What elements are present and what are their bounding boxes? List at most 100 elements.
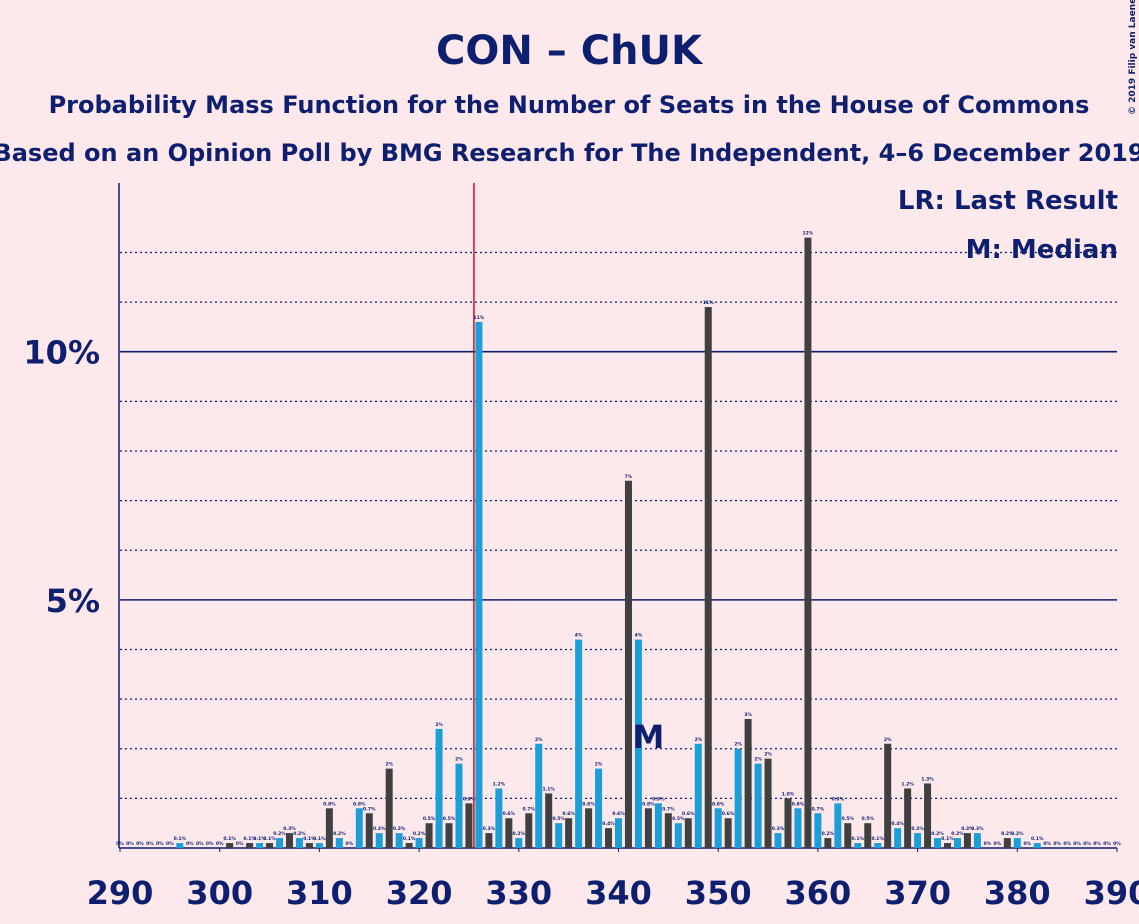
value-label: 0% (206, 841, 214, 847)
value-label: 0.2% (951, 831, 964, 837)
value-label: 0.2% (931, 831, 944, 837)
bar (664, 813, 672, 848)
bar (764, 758, 772, 848)
bar (246, 843, 254, 848)
bar (914, 833, 922, 848)
bar (425, 823, 433, 848)
value-label: 0.1% (852, 836, 865, 842)
bar (644, 808, 652, 848)
value-label: 7% (625, 474, 633, 480)
x-tick-label: 310 (286, 874, 353, 912)
value-label: 0.7% (523, 806, 536, 812)
bar (455, 763, 463, 848)
value-label: 0.2% (293, 831, 306, 837)
x-tick-label: 290 (87, 874, 154, 912)
x-tick-label: 330 (485, 874, 552, 912)
value-label: 0.3% (961, 826, 974, 832)
value-label: 0.6% (612, 811, 625, 817)
value-label: 0% (1063, 841, 1071, 847)
value-label: 11% (474, 315, 485, 321)
bar (575, 639, 583, 848)
value-label: 2% (385, 762, 393, 768)
value-label: 0.6% (722, 811, 735, 817)
bar (375, 833, 383, 848)
bar (226, 843, 234, 848)
bar (944, 843, 952, 848)
value-label: 2% (595, 762, 603, 768)
bar (674, 823, 682, 848)
value-label: 0% (1023, 841, 1031, 847)
bar (465, 803, 473, 848)
value-label: 0.5% (423, 816, 436, 822)
value-label: 2% (764, 752, 772, 758)
value-label: 0.8% (712, 801, 725, 807)
value-label: 0% (166, 841, 174, 847)
value-label: 0.2% (513, 831, 526, 837)
value-label: 0.1% (243, 836, 256, 842)
value-label: 1.2% (493, 781, 506, 787)
value-label: 0% (116, 841, 124, 847)
value-label: 0.8% (323, 801, 336, 807)
bar (355, 808, 363, 848)
value-label: 0.3% (373, 826, 386, 832)
value-label: 0% (196, 841, 204, 847)
bar (774, 833, 782, 848)
legend-median: M: Median (966, 235, 1118, 265)
value-label: 0.3% (283, 826, 296, 832)
x-tick-label: 360 (785, 874, 852, 912)
value-label: 0% (1083, 841, 1091, 847)
value-label: 0% (345, 841, 353, 847)
bar (555, 823, 563, 848)
bar (1013, 838, 1021, 848)
value-label: 0% (1093, 841, 1101, 847)
bar (276, 838, 284, 848)
bar (1003, 838, 1011, 848)
value-label: 0.8% (642, 801, 655, 807)
bar (854, 843, 862, 848)
value-label: 0.3% (393, 826, 406, 832)
bar (395, 833, 403, 848)
value-label: 0.7% (662, 806, 675, 812)
bar (874, 843, 882, 848)
value-label: 0.4% (602, 821, 615, 827)
value-label: 0.3% (483, 826, 496, 832)
value-label: 0% (984, 841, 992, 847)
value-label: 0.1% (941, 836, 954, 842)
x-tick-label: 340 (585, 874, 652, 912)
value-label: 0% (156, 841, 164, 847)
bar (495, 788, 503, 848)
value-label: 0.6% (682, 811, 695, 817)
bar (624, 480, 632, 848)
value-label: 0.1% (303, 836, 316, 842)
bar (485, 833, 493, 848)
value-label: 0.2% (413, 831, 426, 837)
value-label: 2% (884, 737, 892, 743)
value-label: 0.3% (772, 826, 785, 832)
value-label: 0% (994, 841, 1002, 847)
value-label: 0.1% (313, 836, 326, 842)
value-label: 0% (1113, 841, 1121, 847)
value-label: 0.5% (842, 816, 855, 822)
bar (1033, 843, 1041, 848)
bar (953, 838, 961, 848)
value-label: 4% (575, 633, 583, 639)
value-label: 0.1% (403, 836, 416, 842)
x-tick-label: 380 (984, 874, 1051, 912)
value-label: 1.2% (901, 781, 914, 787)
value-label: 0% (1053, 841, 1061, 847)
bar (535, 743, 543, 848)
x-tick-label: 390 (1084, 874, 1139, 912)
bar (266, 843, 274, 848)
value-label: 0.2% (1001, 831, 1014, 837)
value-label: 11% (703, 300, 714, 306)
bar (634, 639, 642, 848)
subtitle: Based on an Opinion Poll by BMG Research… (0, 139, 1139, 167)
copyright: © 2019 Filip van Laenen (1128, 0, 1138, 115)
bar (654, 803, 662, 848)
value-label: 1.0% (782, 791, 795, 797)
value-label: 2% (435, 722, 443, 728)
value-label: 0% (136, 841, 144, 847)
value-label: 0.9% (832, 796, 845, 802)
bar (884, 743, 892, 848)
